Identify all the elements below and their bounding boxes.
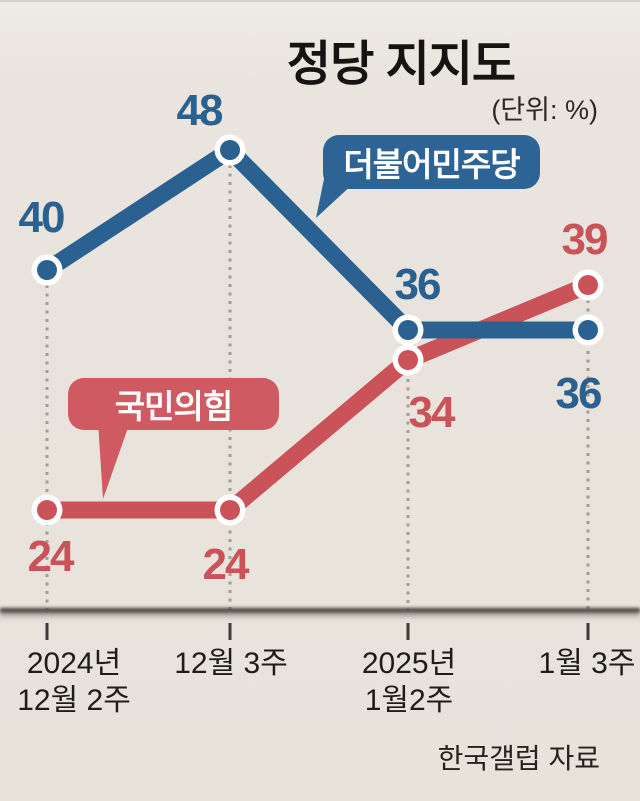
value-label: 40	[18, 193, 66, 242]
data-point	[220, 140, 240, 160]
x-axis-label: 12월 3주	[174, 645, 288, 682]
value-label: 39	[561, 215, 609, 264]
chart-title: 정당 지지도	[286, 38, 516, 91]
x-axis-label-line: 12월 3주	[174, 647, 288, 680]
series-line-democratic-party	[42, 139, 588, 339]
x-axis-label-line: 12월 2주	[17, 684, 131, 717]
x-axis-tick	[586, 623, 590, 640]
x-axis-tick	[406, 623, 410, 640]
data-point	[578, 275, 598, 295]
data-point	[398, 320, 418, 340]
legend-people-power-party-label: 국민의힘	[114, 388, 233, 425]
x-axis-label-line: 1월2주	[364, 684, 454, 717]
data-point	[398, 350, 418, 370]
legend-people-power-party: 국민의힘	[68, 378, 279, 430]
legend-democratic-party: 더불어민주당	[323, 135, 540, 189]
data-point	[37, 500, 57, 520]
x-axis-label: 1월 3주	[539, 645, 636, 682]
x-axis-label-line: 1월 3주	[538, 647, 636, 680]
x-axis-label: 2025년 1월2주	[362, 645, 456, 719]
data-point	[37, 260, 57, 280]
value-label: 24	[202, 540, 250, 589]
data-point	[578, 320, 598, 340]
source-label: 한국갤럽 자료	[437, 743, 600, 774]
legend-democratic-party-label: 더불어민주당	[343, 146, 520, 183]
value-label: 48	[176, 86, 224, 135]
x-axis-label: 2024년 12월 2주	[17, 645, 131, 719]
x-axis-label-line: 2025년	[361, 647, 457, 680]
x-axis-tick	[228, 623, 232, 640]
x-axis-line	[0, 608, 640, 613]
x-axis-label-line: 2024년	[26, 647, 122, 680]
data-point	[220, 500, 240, 520]
value-label: 24	[27, 532, 75, 581]
value-label: 36	[394, 260, 442, 309]
x-axis-tick	[45, 623, 49, 640]
value-label: 34	[408, 388, 456, 437]
value-label: 36	[555, 369, 603, 418]
unit-label: (단위: %)	[491, 95, 598, 125]
